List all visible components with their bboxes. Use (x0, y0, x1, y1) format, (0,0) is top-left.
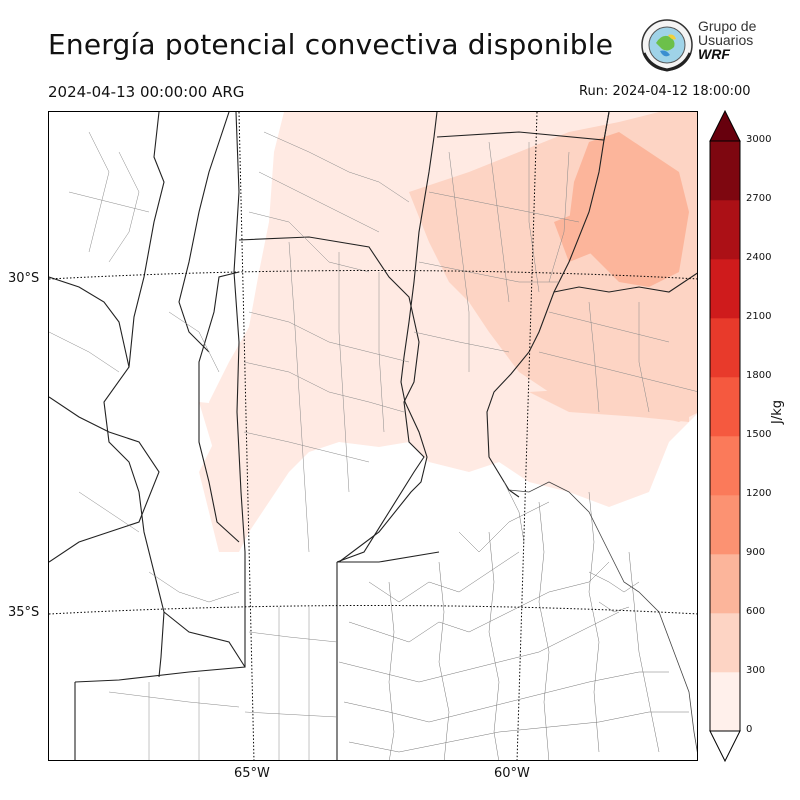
map-panel (48, 111, 698, 761)
colorbar-tick-label: 3000 (746, 134, 772, 145)
colorbar (709, 110, 741, 762)
colorbar-tick-label: 300 (746, 665, 766, 676)
run-time: Run: 2024-04-12 18:00:00 (579, 84, 751, 99)
colorbar-tick-label: 1800 (746, 370, 772, 381)
colorbar-band (710, 554, 740, 614)
colorbar-band (710, 377, 740, 437)
colorbar-tick-label: 600 (746, 606, 766, 617)
logo-text: Grupo de Usuarios WRF (698, 19, 756, 61)
colorbar-tick-label: 1200 (746, 488, 772, 499)
colorbar-extend-bottom (709, 730, 741, 762)
lat-line-35S (49, 605, 697, 615)
colorbar-tick-label: 0 (746, 724, 753, 735)
colorbar-bands (710, 141, 740, 732)
colorbar-band (710, 318, 740, 378)
colorbar-tick-label: 2400 (746, 252, 772, 263)
lat-label-35s: 35°S (8, 605, 40, 620)
lon-label-65w: 65°W (234, 766, 270, 781)
province-boundaries (49, 112, 697, 760)
colorbar-band (710, 259, 740, 319)
colorbar-tick-label: 2100 (746, 311, 772, 322)
colorbar-band (710, 200, 740, 260)
chart-title: Energía potencial convectiva disponible (48, 28, 614, 61)
lon-label-60w: 60°W (494, 766, 530, 781)
colorbar-band (710, 436, 740, 496)
lat-line-30S (49, 270, 697, 280)
colorbar-band (710, 141, 740, 201)
department-boundaries (49, 131, 697, 760)
wrf-logo: Grupo de Usuarios WRF (638, 15, 763, 77)
colorbar-frame (709, 140, 741, 732)
lat-label-30s: 30°S (8, 271, 40, 286)
colorbar-band (710, 495, 740, 555)
cape-region-strong-2 (554, 212, 594, 262)
cape-region-light-west (199, 402, 254, 472)
buenos-aires-partidos (338, 481, 697, 760)
colorbar-tick-label: 900 (746, 547, 766, 558)
colorbar-band (710, 672, 740, 732)
colorbar-extend-top (709, 110, 741, 142)
graticule (49, 112, 697, 760)
colorbar-band (710, 613, 740, 673)
colorbar-tick-label: 1500 (746, 429, 772, 440)
logo-line-1: Grupo de (698, 18, 757, 34)
globe-icon (641, 19, 693, 72)
colorbar-label: J/kg (770, 400, 785, 424)
colorbar-tick-label: 2700 (746, 193, 772, 204)
logo-line-3: WRF (698, 46, 730, 62)
valid-time: 2024-04-13 00:00:00 ARG (48, 83, 245, 101)
cape-map (49, 112, 697, 760)
logo-line-2: Usuarios (698, 32, 754, 48)
cape-shading (199, 112, 697, 552)
